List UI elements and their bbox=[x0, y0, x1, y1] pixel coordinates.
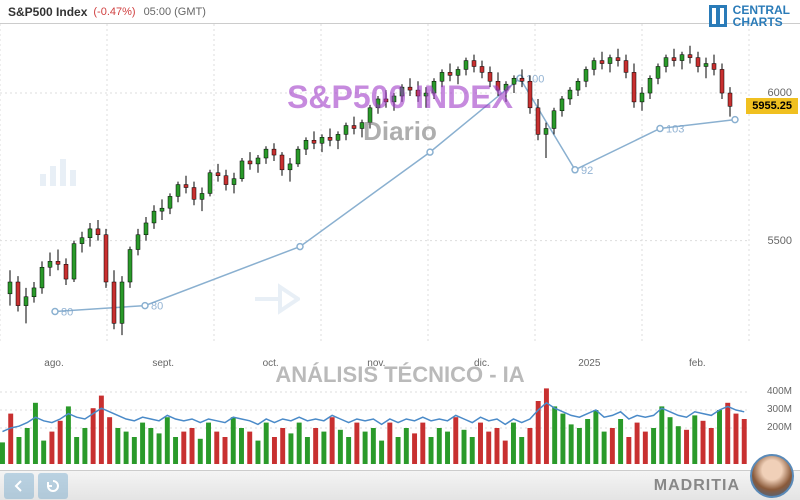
candlestick-chart: 808010092103 bbox=[0, 24, 800, 364]
y-axis-label: 5500 bbox=[768, 235, 792, 247]
chart-header: S&P500 Index (-0.47%) 05:00 (GMT) bbox=[0, 0, 800, 24]
instrument-title: S&P500 Index bbox=[8, 5, 87, 19]
bottom-toolbar: MADRITIA bbox=[0, 470, 800, 500]
volume-chart bbox=[0, 374, 800, 464]
svg-text:92: 92 bbox=[581, 165, 593, 177]
current-price-badge: 5955.25 bbox=[746, 98, 798, 114]
volume-y-label: 400M bbox=[767, 386, 792, 397]
svg-text:80: 80 bbox=[151, 301, 163, 313]
volume-chart-area[interactable]: ANÁLISIS TÉCNICO - IA 200M300M400M bbox=[0, 374, 800, 484]
svg-text:80: 80 bbox=[61, 307, 73, 319]
x-axis-labels: ago.sept.oct.nov.dic.2025feb. bbox=[0, 358, 750, 374]
watermark-arrow-icon bbox=[250, 279, 300, 319]
price-chart-area[interactable]: 808010092103 S&P500 INDEX Diario 5500600… bbox=[0, 24, 800, 374]
nav-prev-button[interactable] bbox=[4, 473, 34, 499]
brand-watermark: MADRITIA bbox=[654, 477, 740, 495]
watermark-chart-icon bbox=[38, 154, 78, 189]
assistant-avatar[interactable] bbox=[750, 454, 794, 498]
change-pct: (-0.47%) bbox=[93, 6, 135, 18]
y-axis-label: 6000 bbox=[768, 87, 792, 99]
timestamp: 05:00 (GMT) bbox=[144, 6, 206, 18]
svg-text:103: 103 bbox=[666, 123, 684, 135]
nav-refresh-button[interactable] bbox=[38, 473, 68, 499]
volume-y-label: 200M bbox=[767, 422, 792, 433]
volume-y-label: 300M bbox=[767, 404, 792, 415]
